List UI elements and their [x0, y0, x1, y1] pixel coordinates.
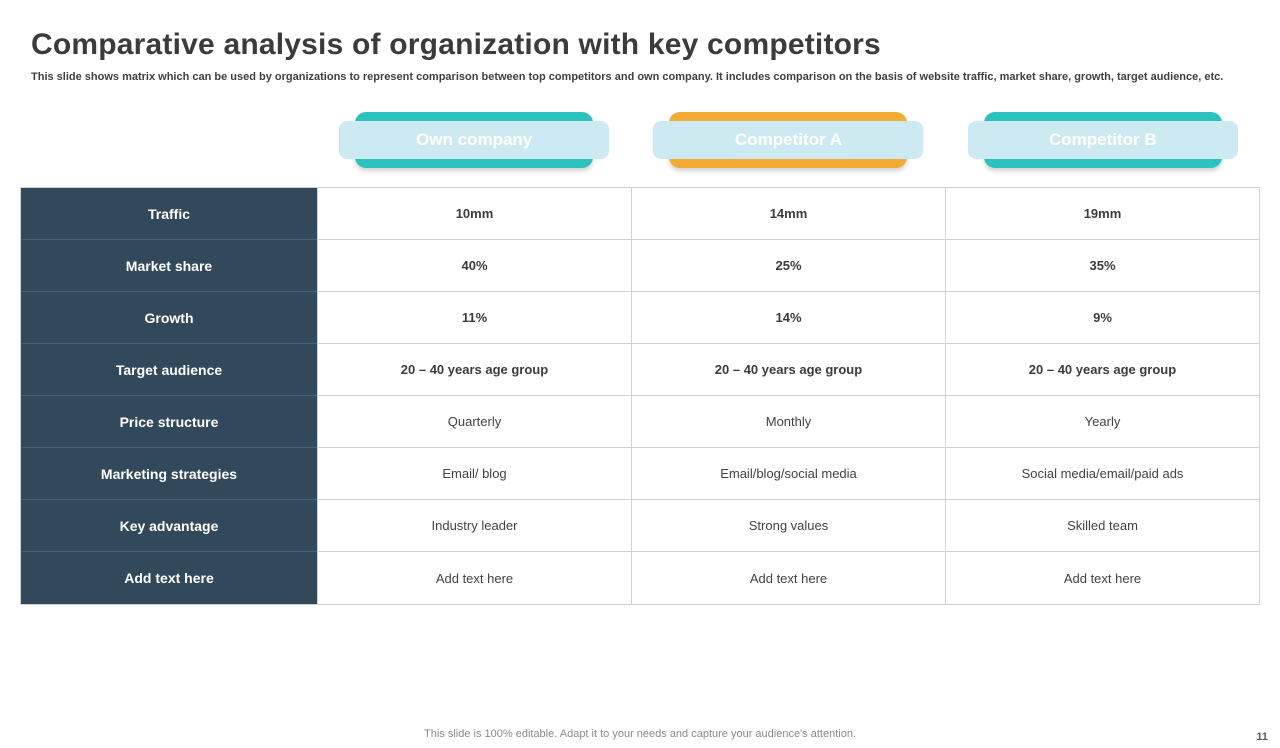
table-cell: Monthly	[631, 396, 945, 448]
table-cell: 9%	[945, 292, 1259, 344]
table-cell: Email/ blog	[317, 448, 631, 500]
table-cell: 35%	[945, 240, 1259, 292]
table-cell: 20 – 40 years age group	[945, 344, 1259, 396]
table-cell-placeholder: Add text here	[945, 552, 1259, 604]
table-row-key-advantage: Key advantage Industry leader Strong val…	[21, 500, 1259, 552]
footer-note: This slide is 100% editable. Adapt it to…	[424, 728, 856, 740]
table-cell: 40%	[317, 240, 631, 292]
row-header-traffic: Traffic	[21, 188, 317, 240]
row-header-growth: Growth	[21, 292, 317, 344]
comparison-table: Traffic 10mm 14mm 19mm Market share 40% …	[20, 187, 1260, 605]
column-header-row: Own company Competitor A Competitor B	[20, 111, 1260, 169]
table-cell: 19mm	[945, 188, 1259, 240]
column-header-competitor-a: Competitor A	[653, 112, 924, 168]
table-cell: 20 – 40 years age group	[317, 344, 631, 396]
row-header-market-share: Market share	[21, 240, 317, 292]
table-cell-placeholder: Add text here	[631, 552, 945, 604]
pill-spacer	[20, 111, 317, 169]
column-header-competitor-b-cell: Competitor B	[946, 111, 1260, 169]
table-row-traffic: Traffic 10mm 14mm 19mm	[21, 188, 1259, 240]
slide: Comparative analysis of organization wit…	[0, 28, 1280, 748]
row-header-key-advantage: Key advantage	[21, 500, 317, 552]
column-header-own-company-cell: Own company	[317, 111, 631, 169]
table-row-growth: Growth 11% 14% 9%	[21, 292, 1259, 344]
page-title: Comparative analysis of organization wit…	[31, 28, 881, 61]
table-row-price-structure: Price structure Quarterly Monthly Yearly	[21, 396, 1259, 448]
table-row-target-audience: Target audience 20 – 40 years age group …	[21, 344, 1259, 396]
table-cell: Social media/email/paid ads	[945, 448, 1259, 500]
row-header-marketing-strategies: Marketing strategies	[21, 448, 317, 500]
table-cell: 14mm	[631, 188, 945, 240]
table-row-marketing-strategies: Marketing strategies Email/ blog Email/b…	[21, 448, 1259, 500]
table-cell: Yearly	[945, 396, 1259, 448]
page-number: 11	[1256, 731, 1268, 743]
slide-description: This slide shows matrix which can be use…	[31, 71, 1224, 83]
table-cell: Email/blog/social media	[631, 448, 945, 500]
table-cell: Skilled team	[945, 500, 1259, 552]
column-header-competitor-a-cell: Competitor A	[631, 111, 945, 169]
column-header-competitor-b: Competitor B	[967, 112, 1238, 168]
row-header-target-audience: Target audience	[21, 344, 317, 396]
table-cell: 14%	[631, 292, 945, 344]
row-header-add-text: Add text here	[21, 552, 317, 604]
table-cell: 25%	[631, 240, 945, 292]
table-cell: Quarterly	[317, 396, 631, 448]
table-cell: Industry leader	[317, 500, 631, 552]
table-cell: Strong values	[631, 500, 945, 552]
row-header-price-structure: Price structure	[21, 396, 317, 448]
table-row-add-text: Add text here Add text here Add text her…	[21, 552, 1259, 604]
table-cell: 20 – 40 years age group	[631, 344, 945, 396]
column-header-own-company: Own company	[339, 112, 610, 168]
table-cell-placeholder: Add text here	[317, 552, 631, 604]
table-row-market-share: Market share 40% 25% 35%	[21, 240, 1259, 292]
table-cell: 10mm	[317, 188, 631, 240]
table-cell: 11%	[317, 292, 631, 344]
